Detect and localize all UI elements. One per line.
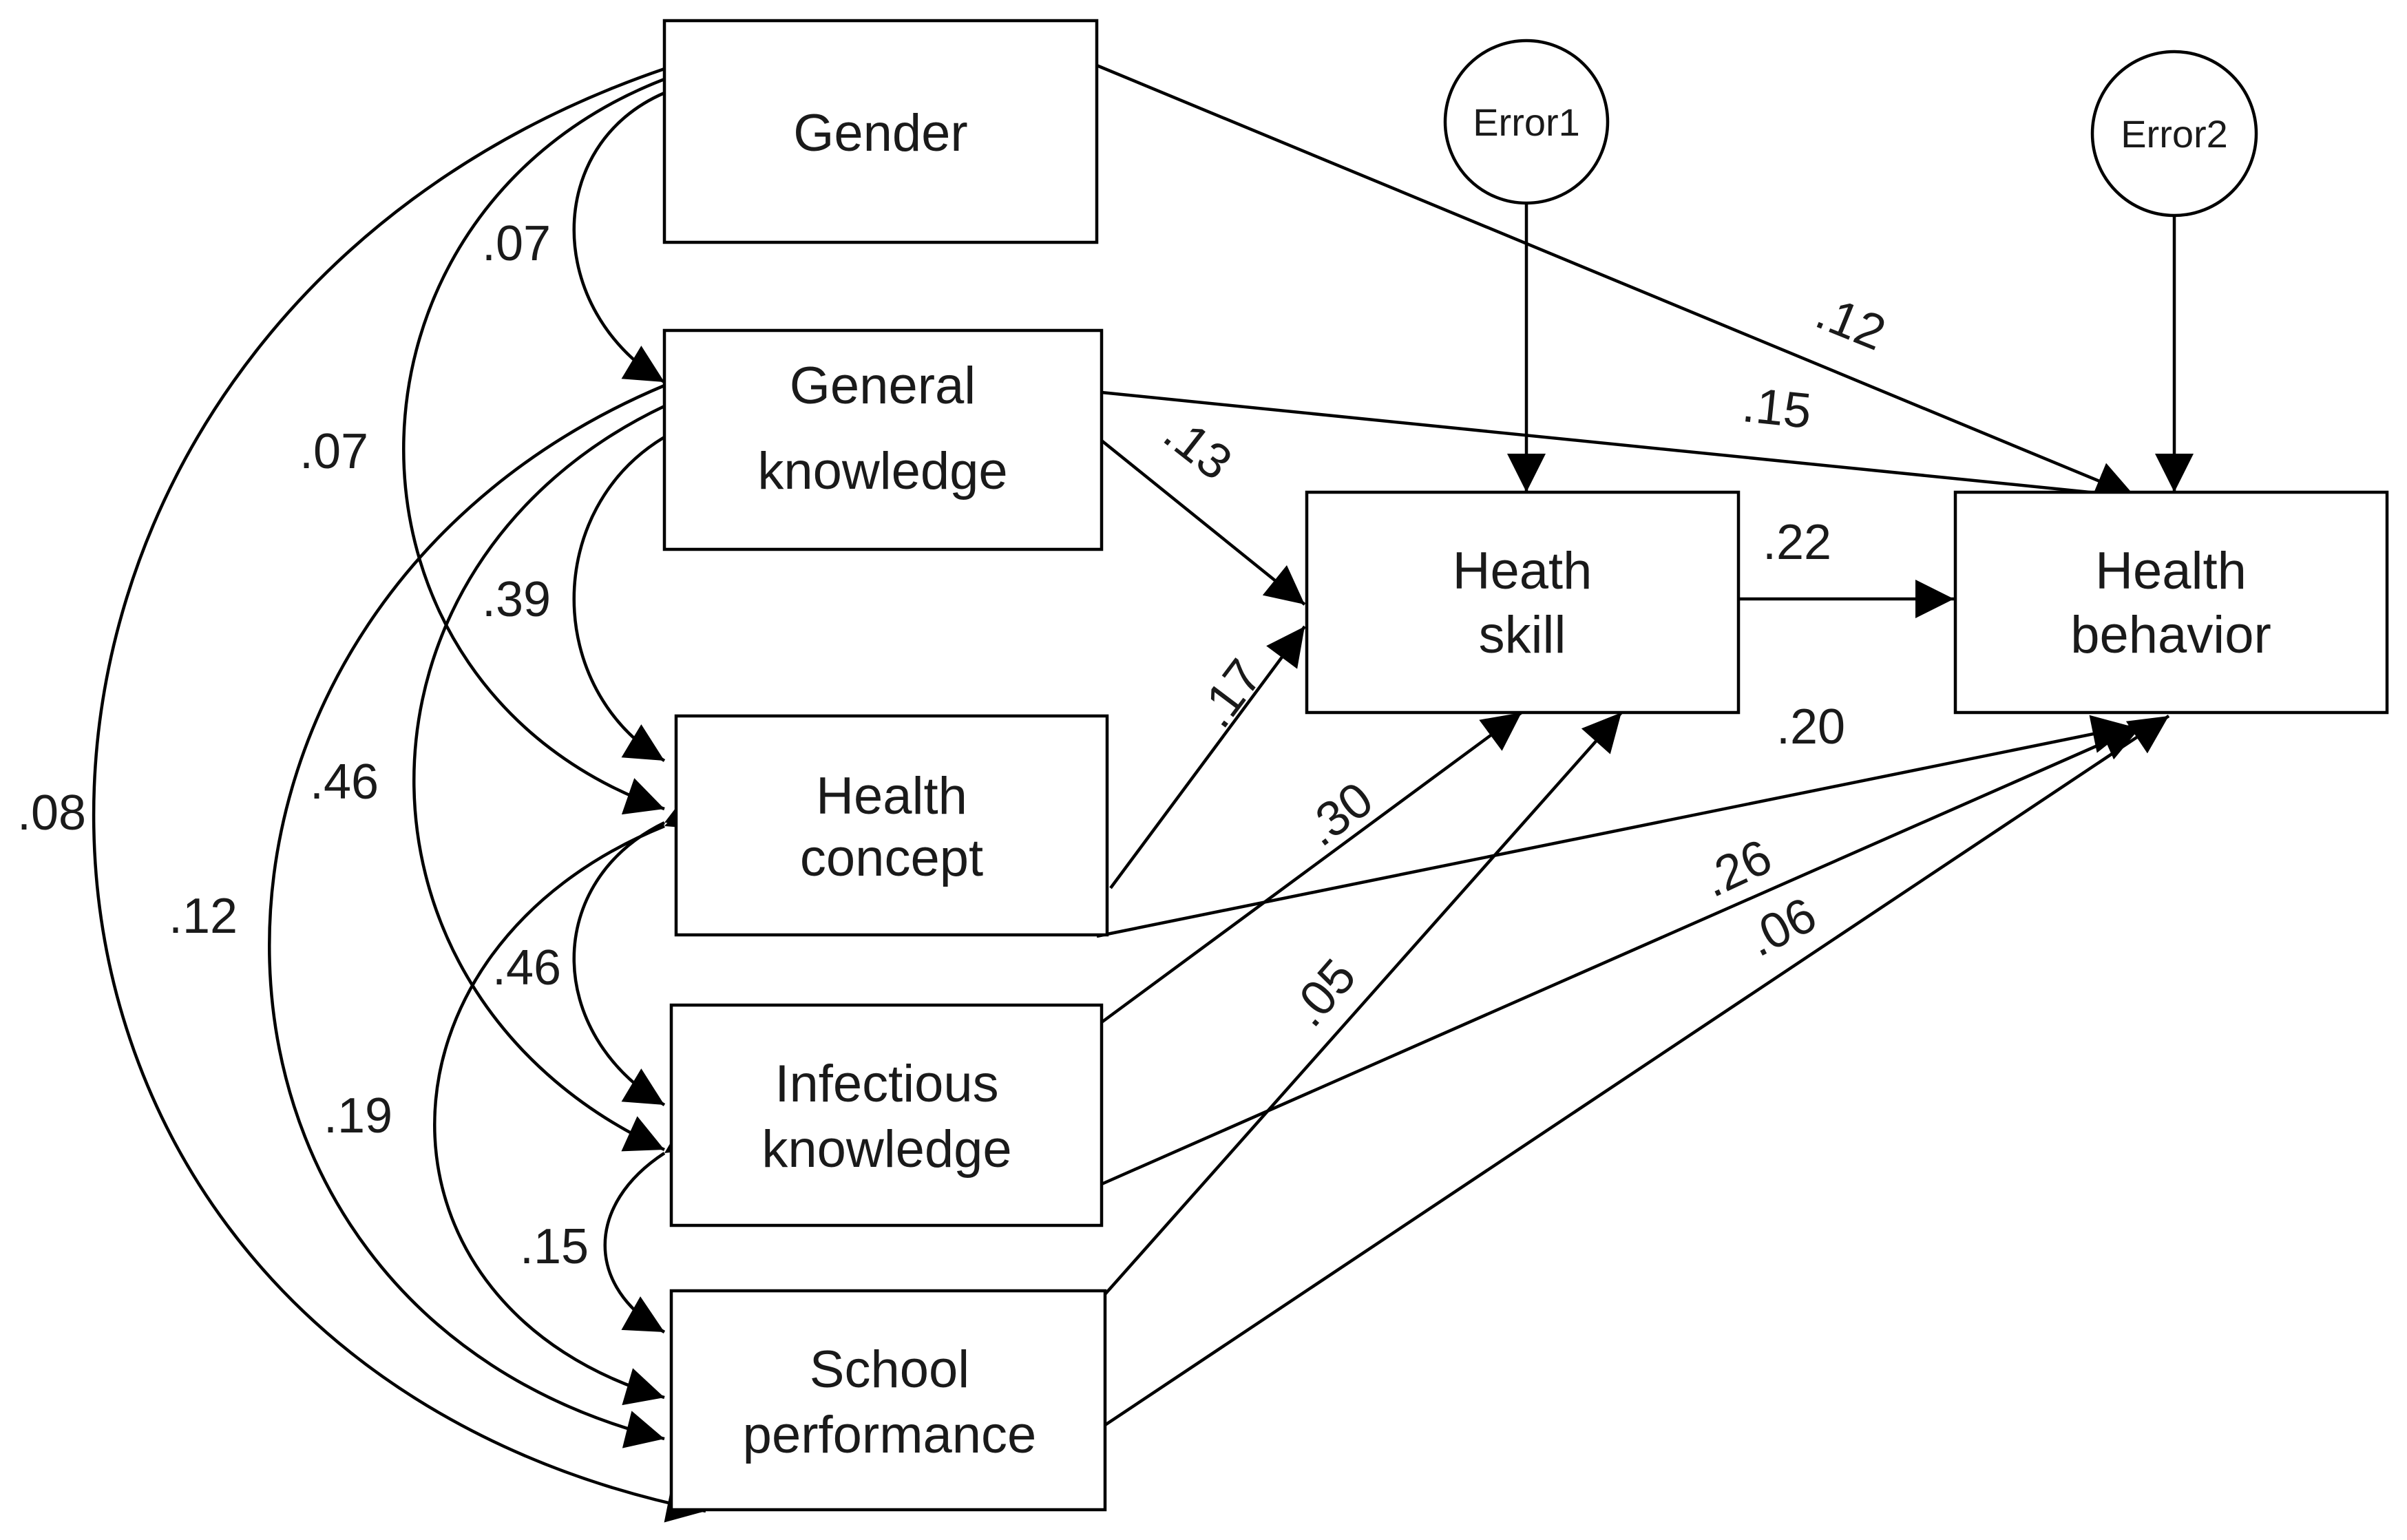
corr-curve-general-concept	[572, 401, 708, 762]
node-school-performance-label-1: School	[810, 1340, 969, 1399]
node-school-performance: School performance	[669, 1289, 1107, 1512]
node-error1: Error1	[1443, 39, 1610, 205]
corr-curve-gender-general	[572, 60, 708, 383]
path-concept-to-skill	[1109, 625, 1306, 889]
node-health-behavior: Health behavior	[1953, 490, 2389, 715]
node-general-knowledge-label-2: knowledge	[757, 442, 1007, 500]
coef-infectious-to-behavior: .26	[1694, 829, 1780, 908]
node-error2-label: Error2	[2121, 112, 2228, 156]
node-heath-skill: Heath skill	[1305, 490, 1741, 715]
coef-concept-to-skill: .17	[1188, 650, 1273, 738]
coef-corr-gender-general: .07	[482, 216, 551, 271]
node-gender-label: Gender	[793, 104, 968, 162]
corr-curve-infectious-school	[603, 1115, 708, 1333]
corr-curve-general-infectious	[412, 372, 708, 1152]
coef-skill-to-behavior: .22	[1763, 515, 1831, 570]
node-general-knowledge-label-1: General	[790, 357, 976, 415]
corr-curve-gender-concept	[402, 47, 708, 815]
coef-infectious-to-skill: .30	[1295, 772, 1383, 857]
coef-corr-general-school: .12	[169, 889, 238, 944]
coef-corr-concept-infectious: .46	[492, 940, 561, 995]
coef-corr-concept-school: .19	[324, 1088, 392, 1143]
node-error1-label: Error1	[1473, 101, 1580, 144]
path-school-to-behavior	[1104, 715, 2170, 1426]
coef-school-to-skill: .05	[1280, 949, 1367, 1037]
node-error2: Error2	[2090, 50, 2258, 218]
path-general-to-skill	[1100, 439, 1306, 606]
corr-curve-concept-infectious	[572, 788, 708, 1106]
node-heath-skill-label-2: skill	[1479, 606, 1566, 664]
coef-general-to-behavior: .15	[1740, 377, 1814, 439]
node-health-behavior-label-2: behavior	[2070, 606, 2271, 664]
path-infectious-to-behavior	[1101, 724, 2142, 1186]
path-general-to-behavior	[1101, 390, 2138, 513]
coef-gender-to-behavior: .12	[1809, 284, 1893, 361]
node-health-concept-label-1: Health	[816, 767, 967, 825]
path-infectious-to-skill	[1100, 711, 1523, 1024]
node-school-performance-label-2: performance	[743, 1406, 1037, 1464]
node-infectious-knowledge-label-1: Infectious	[775, 1055, 998, 1113]
path-gender-to-behavior	[1096, 63, 2135, 499]
coef-corr-general-concept: .39	[482, 572, 551, 627]
corr-curve-gender-school	[92, 38, 708, 1523]
path-concept-to-behavior	[1096, 715, 2132, 938]
path-school-to-skill	[1104, 711, 1623, 1296]
node-health-concept-label-2: concept	[800, 829, 983, 887]
node-general-knowledge: General knowledge	[662, 328, 1104, 551]
node-infectious-knowledge-label-2: knowledge	[761, 1120, 1011, 1179]
node-health-behavior-label-1: Health	[2095, 542, 2247, 600]
coef-concept-to-behavior: .20	[1776, 699, 1845, 755]
coef-corr-gender-concept: .07	[299, 424, 368, 479]
node-heath-skill-label-1: Heath	[1453, 542, 1593, 600]
coef-corr-general-infectious: .46	[310, 755, 379, 810]
corr-curve-general-school	[268, 352, 708, 1448]
corr-curve-concept-school	[433, 794, 708, 1406]
node-gender: Gender	[662, 19, 1099, 244]
coef-corr-infectious-school: .15	[520, 1219, 589, 1274]
node-health-concept: Health concept	[674, 714, 1109, 937]
coef-corr-gender-school: .08	[17, 785, 86, 841]
node-infectious-knowledge: Infectious knowledge	[669, 1003, 1104, 1227]
coef-general-to-skill: .13	[1154, 405, 1242, 491]
